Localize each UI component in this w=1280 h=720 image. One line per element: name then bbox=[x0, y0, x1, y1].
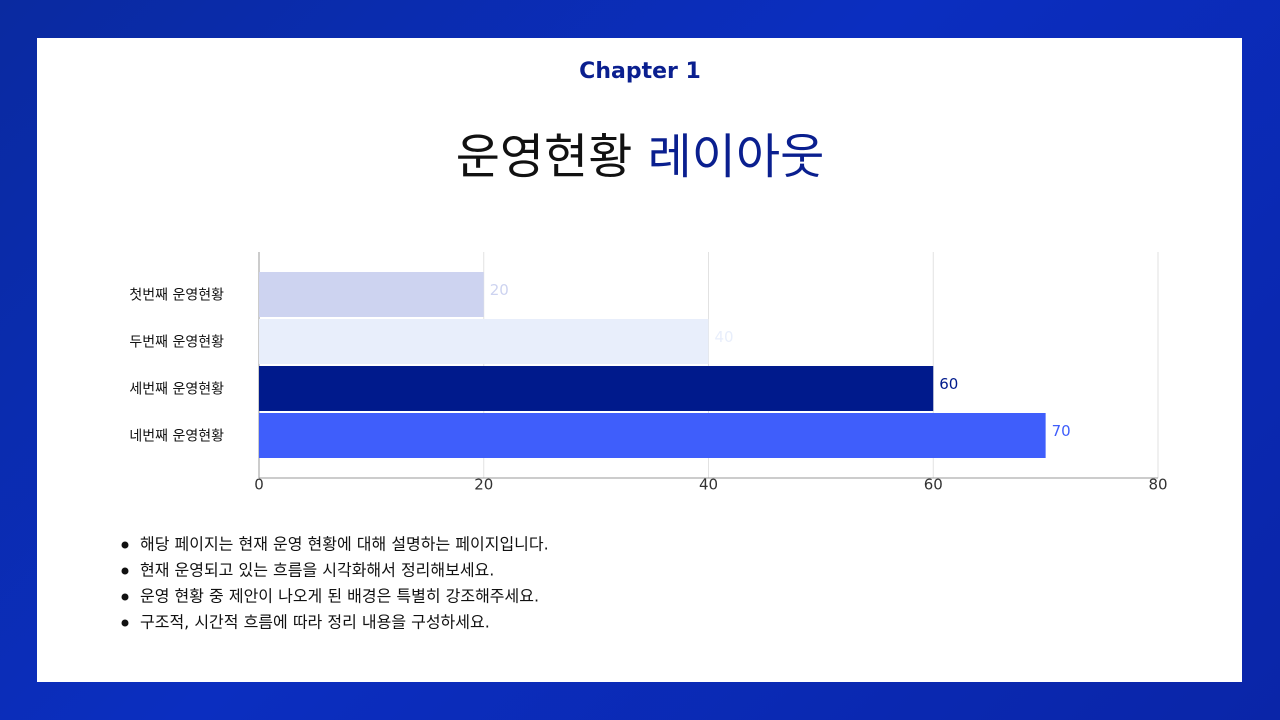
bullet-dot bbox=[121, 541, 129, 549]
bar bbox=[259, 366, 934, 411]
category-label: 두번째 운영현황 bbox=[129, 335, 224, 351]
category-label: 세번째 운영현황 bbox=[129, 382, 224, 398]
title-main: 운영현황 bbox=[456, 129, 633, 185]
bar bbox=[259, 413, 1046, 458]
category-label: 네번째 운영현황 bbox=[129, 429, 224, 445]
category-label: 첫번째 운영현황 bbox=[129, 288, 224, 304]
bar bbox=[259, 272, 484, 317]
bar-value-label: 70 bbox=[1052, 422, 1071, 440]
bullet-dot bbox=[121, 593, 129, 601]
bar-value-label: 20 bbox=[490, 281, 509, 299]
title: 운영현황 레이아웃 bbox=[456, 129, 825, 185]
bullet-text: 구조적, 시간적 흐름에 따라 정리 내용을 구성하세요. bbox=[140, 613, 490, 632]
bar-value-label: 40 bbox=[715, 328, 734, 346]
bullet-dot bbox=[121, 619, 129, 627]
bullet-text: 해당 페이지는 현재 운영 현황에 대해 설명하는 페이지입니다. bbox=[140, 535, 549, 554]
x-tick-label: 60 bbox=[924, 476, 943, 494]
bullet-text: 운영 현황 중 제안이 나오게 된 배경은 특별히 강조해주세요. bbox=[140, 587, 539, 606]
x-tick-label: 80 bbox=[1148, 476, 1167, 494]
chapter: Chapter 1 bbox=[579, 59, 701, 84]
x-tick-label: 40 bbox=[699, 476, 718, 494]
bar-value-label: 60 bbox=[939, 375, 958, 393]
x-tick-label: 0 bbox=[254, 476, 264, 494]
bullet-dot bbox=[121, 567, 129, 575]
bar bbox=[259, 319, 709, 364]
title-accent: 레이아웃 bbox=[648, 129, 825, 185]
bullet-text: 현재 운영되고 있는 흐름을 시각화해서 정리해보세요. bbox=[140, 561, 494, 580]
x-tick-label: 20 bbox=[474, 476, 493, 494]
